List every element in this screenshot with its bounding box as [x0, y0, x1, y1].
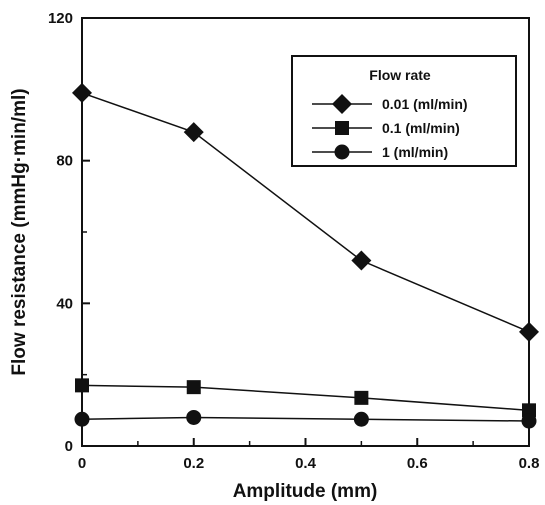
data-point-square — [522, 403, 536, 418]
legend-label-square: 0.1 (ml/min) — [382, 120, 460, 136]
data-point-diamond — [72, 82, 92, 103]
x-tick-label: 0.6 — [407, 455, 428, 472]
data-point-square — [75, 378, 89, 393]
data-point-square — [354, 390, 369, 405]
legend-marker-circle — [334, 144, 350, 160]
series-circle — [74, 409, 537, 429]
data-point-diamond — [519, 321, 539, 342]
legend-title: Flow rate — [369, 67, 431, 83]
legend-marker-diamond — [332, 94, 352, 114]
y-tick-label: 80 — [56, 153, 73, 170]
series-line-diamond — [81, 92, 530, 333]
series-square — [75, 378, 536, 418]
series-diamond — [72, 82, 539, 342]
y-axis-title: Flow resistance (mmHg·min/ml) — [9, 88, 30, 375]
x-tick-label: 0.4 — [295, 455, 317, 472]
data-point-circle — [521, 413, 537, 429]
legend-label-circle: 1 (ml/min) — [382, 144, 448, 160]
legend-items: 0.01 (ml/min) 0.1 (ml/min) 1 (ml/min) — [312, 94, 468, 160]
data-point-circle — [353, 411, 369, 427]
y-tick-label: 40 — [56, 295, 73, 312]
y-axis-ticks: 0 40 80 120 — [48, 10, 90, 455]
series-line-circle — [81, 416, 530, 422]
x-axis-title: Amplitude (mm) — [233, 481, 378, 502]
legend: Flow rate 0.01 (ml/min) 0.1 (ml/min) 1 (ml… — [291, 55, 517, 167]
data-point-square — [186, 380, 201, 395]
series-group — [72, 82, 539, 429]
data-point-circle — [74, 411, 90, 427]
x-tick-label: 0 — [78, 455, 86, 472]
series-line-square — [81, 384, 530, 412]
y-tick-label: 0 — [65, 438, 73, 455]
legend-label-diamond: 0.01 (ml/min) — [382, 96, 468, 112]
data-point-diamond — [183, 122, 204, 143]
legend-marker-square — [335, 121, 349, 135]
data-point-diamond — [351, 250, 372, 271]
x-axis-ticks: 0 0.2 0.4 0.6 0.8 — [78, 438, 540, 472]
x-tick-label: 0.2 — [183, 455, 204, 472]
x-tick-label: 0.8 — [519, 455, 540, 472]
legend-box — [291, 55, 517, 167]
y-tick-label: 120 — [48, 10, 73, 27]
data-point-circle — [186, 409, 202, 425]
